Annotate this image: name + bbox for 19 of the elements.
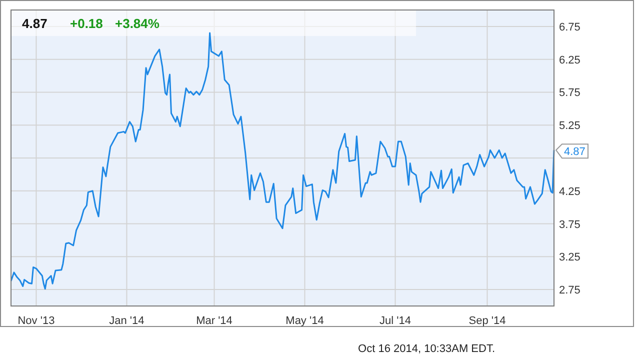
x-tick-label: Nov '13 bbox=[18, 315, 55, 327]
x-tick-label: Jan '14 bbox=[109, 315, 144, 327]
text: 4.87 bbox=[22, 16, 48, 31]
y-tick-label: 3.75 bbox=[559, 218, 580, 231]
y-tick-label: 2.75 bbox=[559, 284, 580, 297]
x-tick-label: Mar '14 bbox=[196, 315, 232, 327]
annotation: +3.84% bbox=[115, 16, 160, 31]
x-tick-label: Jul '14 bbox=[380, 315, 411, 327]
annotation: 4.87 bbox=[564, 146, 586, 158]
annotation: +0.18 bbox=[70, 16, 103, 31]
y-tick-label: 5.75 bbox=[559, 87, 580, 100]
y-tick-label: 6.25 bbox=[559, 54, 580, 66]
y-tick-label: 5.25 bbox=[559, 120, 580, 132]
y-tick-label: 3.25 bbox=[559, 252, 580, 264]
x-tick-label: May '14 bbox=[286, 315, 324, 327]
text: Oct 16 2014, 10:33AM EDT. bbox=[358, 343, 495, 355]
y-tick-label: 6.75 bbox=[559, 21, 580, 34]
x-tick-label: Sep '14 bbox=[468, 315, 506, 327]
y-tick-label: 4.25 bbox=[559, 186, 580, 198]
